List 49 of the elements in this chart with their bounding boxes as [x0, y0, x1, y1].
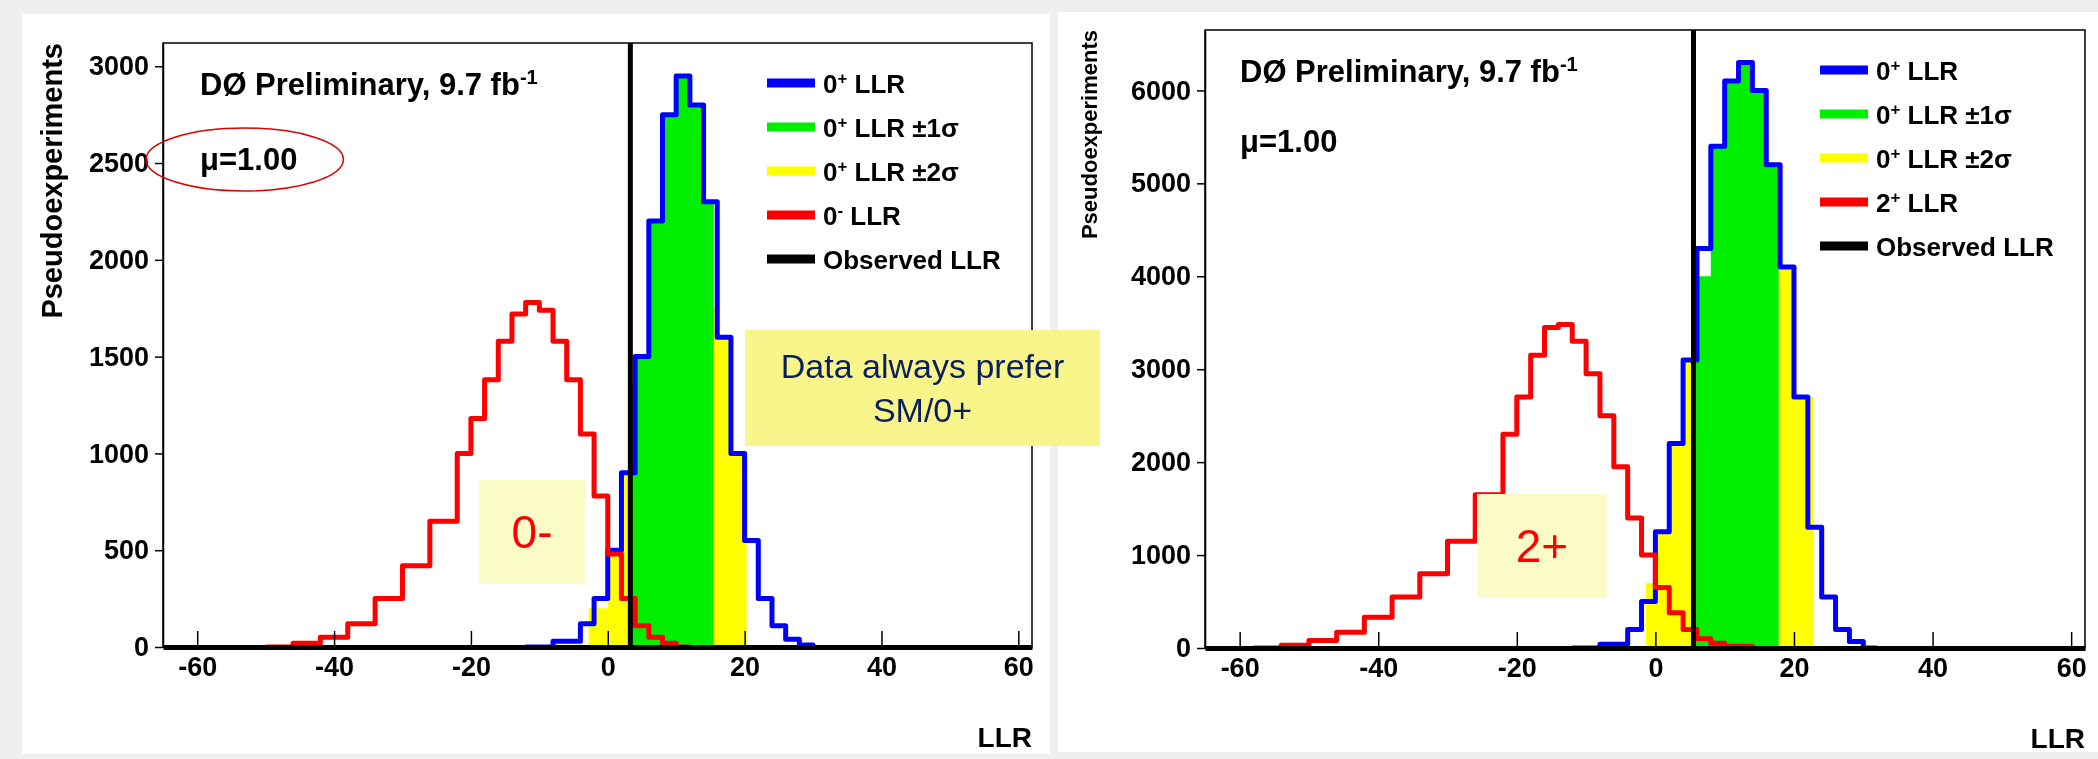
y-tick-label: 5000	[1130, 168, 1191, 199]
x-tick-label: -40	[1359, 653, 1399, 684]
x-tick-label: 20	[1779, 653, 1810, 684]
annotation: μ=1.00	[200, 142, 298, 177]
x-tick-label: 40	[1918, 653, 1949, 684]
x-tick-label: 60	[2056, 653, 2087, 684]
legend-label: 0$^{-}$ LLR	[823, 200, 902, 231]
legend-label: Observed LLR	[1876, 232, 2054, 262]
x-tick-label: 0	[1648, 653, 1664, 684]
x-tick-label: 0	[600, 652, 616, 683]
y-tick-label: 0	[133, 632, 149, 663]
annotation: 0-	[511, 506, 553, 559]
legend-label: 0$^{+}$ LLR	[823, 68, 906, 99]
text: DØ Preliminary, 9.7 fb$^{-1}$	[1240, 53, 1578, 89]
x-tick-label: -60	[1220, 653, 1260, 684]
y-tick-label: 2000	[88, 244, 149, 275]
legend-label: Observed LLR	[823, 245, 1001, 275]
y-tick-label: 2500	[88, 148, 149, 179]
legend-label: 2$^{+}$ LLR	[1876, 187, 1959, 218]
text: DØ Preliminary, 9.7 fb$^{-1}$	[200, 66, 538, 102]
y-tick-label: 0	[1175, 633, 1191, 664]
x-tick-label: -60	[178, 652, 218, 683]
x-axis-title: LLR	[2030, 723, 2085, 754]
y-axis-title: Pseudoexperiments	[36, 43, 69, 319]
legend-label: 0$^{+}$ LLR ±1σ	[823, 112, 960, 143]
y-tick-label: 500	[103, 535, 149, 566]
y-tick-label: 3000	[88, 51, 149, 82]
y-tick-label: 6000	[1130, 75, 1191, 106]
legend-label: 0$^{+}$ LLR ±2σ	[1876, 143, 2013, 174]
annotation: 2+	[1515, 520, 1569, 573]
legend-label: 0$^{+}$ LLR ±1σ	[1876, 99, 2013, 130]
x-tick-label: 20	[730, 652, 761, 683]
annotation: μ=1.00	[1240, 124, 1338, 159]
x-axis-title: LLR	[977, 722, 1032, 753]
y-tick-label: 3000	[1130, 354, 1191, 385]
x-tick-label: -40	[315, 652, 355, 683]
y-tick-label: 1000	[1130, 540, 1191, 571]
legend-label: 0$^{+}$ LLR ±2σ	[823, 156, 960, 187]
x-tick-label: 40	[866, 652, 897, 683]
y-tick-label: 1000	[88, 438, 149, 469]
x-tick-label: 60	[1003, 652, 1034, 683]
y-tick-label: 2000	[1130, 447, 1191, 478]
y-tick-label: 1500	[88, 341, 149, 372]
x-tick-label: -20	[1497, 653, 1537, 684]
y-tick-label: 4000	[1130, 261, 1191, 292]
y-axis-title: Pseudoexperiments	[1077, 30, 1103, 240]
annotation: Data always prefer SM/0+	[745, 330, 1100, 447]
legend-label: 0$^{+}$ LLR	[1876, 55, 1959, 86]
x-tick-label: -20	[451, 652, 491, 683]
